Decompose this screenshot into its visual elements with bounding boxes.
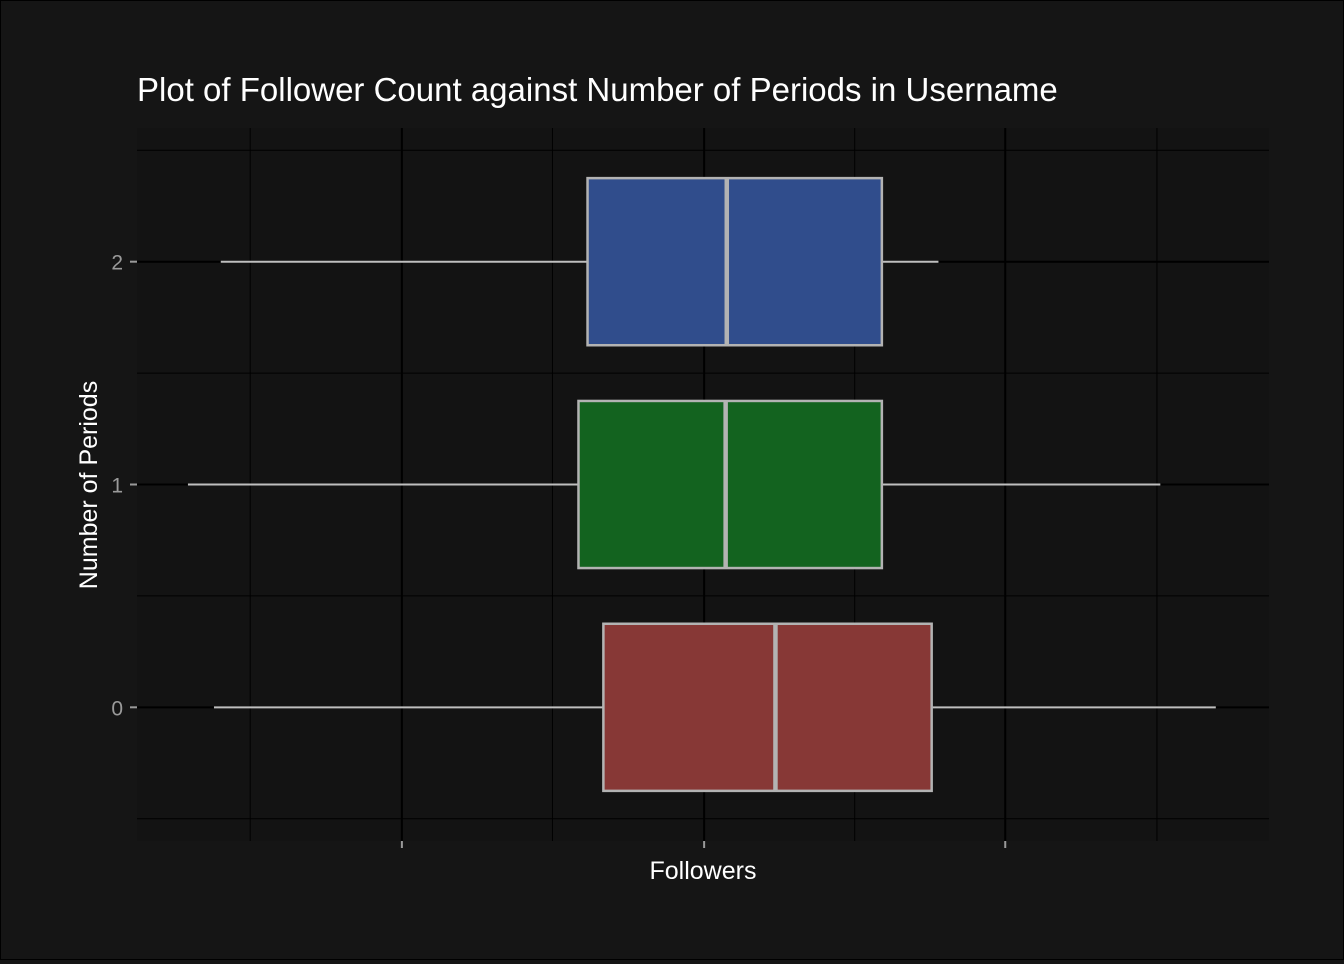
x-axis-ticks (400, 841, 1007, 848)
y-tick-label: 2 (111, 252, 123, 275)
box-series (187, 176, 1216, 793)
box-group-2 (220, 176, 939, 347)
chart-title: Plot of Follower Count against Number of… (137, 71, 1058, 108)
y-tick-label: 0 (111, 697, 123, 720)
y-axis-label: Number of Periods (75, 381, 103, 589)
box-group-0 (213, 622, 1216, 793)
box-iqr (586, 176, 884, 347)
y-axis-ticks: 0 1 2 (111, 252, 137, 720)
x-axis-label: Followers (650, 857, 757, 885)
box-iqr (577, 399, 884, 570)
box-group-1 (187, 399, 1161, 570)
box-iqr (602, 622, 933, 793)
y-tick-label: 1 (111, 475, 123, 498)
